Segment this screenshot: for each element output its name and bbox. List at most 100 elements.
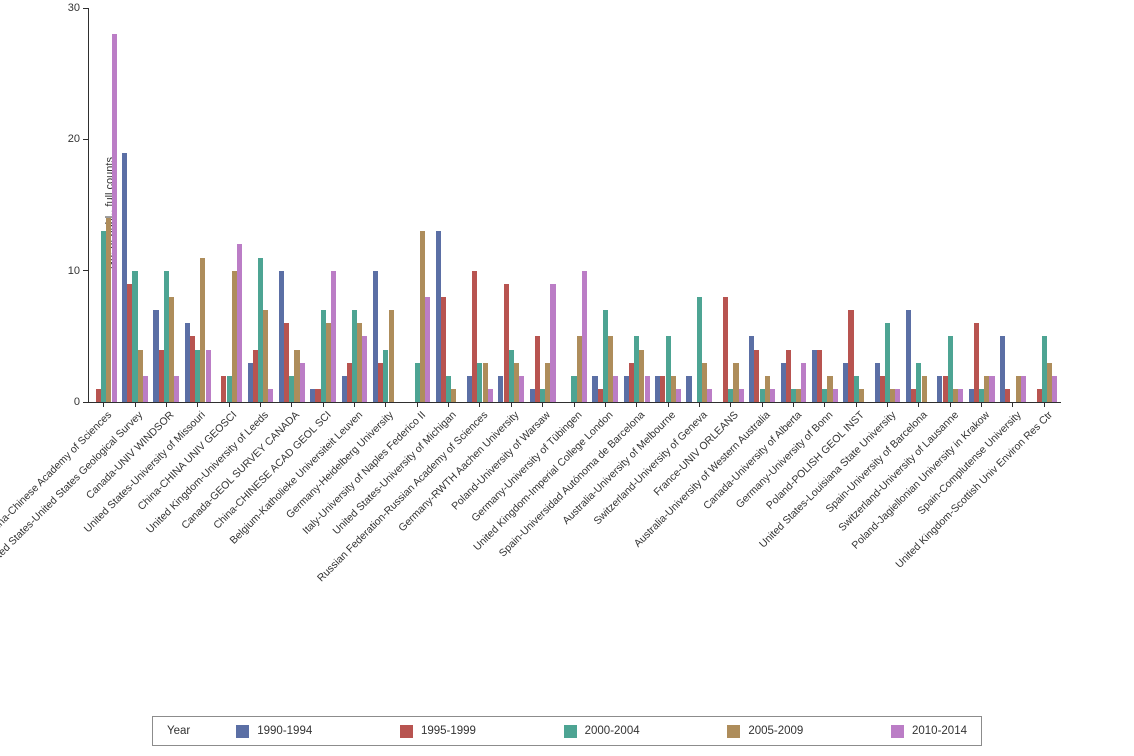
y-tick-mark <box>83 138 88 140</box>
bar <box>341 375 347 402</box>
bar <box>169 296 175 402</box>
bar <box>372 270 379 402</box>
bar <box>435 231 441 402</box>
bar <box>331 270 337 402</box>
bar <box>236 244 243 402</box>
x-tick-mark <box>1043 403 1045 407</box>
bar <box>848 310 854 402</box>
bar <box>754 349 760 402</box>
bar <box>378 362 384 402</box>
bar <box>686 375 692 402</box>
bar <box>440 296 446 402</box>
x-tick-mark <box>448 403 450 407</box>
bar <box>174 375 180 402</box>
bar <box>675 388 682 402</box>
bar <box>106 218 112 402</box>
bar <box>571 375 577 402</box>
x-tick-mark <box>385 403 387 407</box>
bar <box>1046 362 1053 402</box>
bar <box>325 323 331 402</box>
bar <box>895 388 901 402</box>
bar <box>759 388 765 402</box>
bar <box>613 375 619 402</box>
bar <box>905 310 912 402</box>
bar <box>707 388 713 402</box>
bar <box>785 349 791 402</box>
bar <box>811 349 817 402</box>
bar <box>252 349 258 402</box>
bar <box>346 362 352 402</box>
bar <box>315 388 321 402</box>
bar <box>968 388 974 402</box>
bar <box>189 336 196 402</box>
bar <box>1052 375 1058 402</box>
bar <box>498 375 504 402</box>
y-tick-mark <box>83 270 88 272</box>
legend-label: 2000-2004 <box>584 725 640 737</box>
bar <box>503 283 509 402</box>
bar <box>827 375 833 402</box>
legend-entry: 2010-2014 <box>891 724 967 738</box>
bar <box>973 323 979 402</box>
x-tick-mark <box>416 403 418 407</box>
plot-area: No. of publ., full counts <box>88 8 1061 403</box>
bar <box>534 336 540 402</box>
bar <box>723 296 729 402</box>
bar <box>132 270 138 402</box>
bar <box>263 310 269 402</box>
bar <box>414 362 420 402</box>
x-tick-mark <box>667 403 669 407</box>
bar <box>231 270 237 402</box>
bar <box>200 257 206 402</box>
legend-entry: 1990-1994 <box>236 724 312 738</box>
legend-entries: 1990-1994 1995-1999 2000-2004 2005-2009 2010… <box>236 724 967 738</box>
bar <box>749 336 755 402</box>
legend-swatch <box>891 724 904 738</box>
bar <box>947 336 953 402</box>
bar <box>958 388 964 402</box>
bar <box>738 388 744 402</box>
bar <box>832 388 838 402</box>
bar <box>513 362 520 402</box>
bar <box>425 296 431 402</box>
bar <box>320 310 326 402</box>
legend-entry: 2000-2004 <box>563 724 640 738</box>
bar <box>508 349 514 402</box>
bar <box>284 323 290 402</box>
x-tick-mark <box>228 403 230 407</box>
bar <box>550 283 556 402</box>
bar <box>299 362 305 402</box>
bar <box>1015 375 1021 402</box>
bar <box>540 388 546 402</box>
bar <box>153 310 159 402</box>
bar <box>278 270 284 402</box>
bar <box>247 362 253 402</box>
bar <box>801 362 807 402</box>
bar <box>644 375 650 402</box>
bar <box>979 388 985 402</box>
bar <box>383 349 389 402</box>
bar <box>921 375 927 402</box>
bar <box>780 362 786 402</box>
bar <box>576 336 582 402</box>
legend-label: 2005-2009 <box>748 725 804 737</box>
legend-swatch <box>563 724 577 738</box>
legend-swatch <box>399 724 413 738</box>
legend-title: Year <box>167 725 191 737</box>
x-tick-mark <box>730 403 732 407</box>
bar <box>111 34 117 402</box>
bar <box>163 270 169 402</box>
x-tick-mark <box>322 403 324 407</box>
bar <box>184 323 190 402</box>
x-tick-mark <box>479 403 481 407</box>
bar <box>1005 388 1011 402</box>
bar <box>822 388 828 402</box>
bar <box>351 310 358 402</box>
bar <box>628 362 635 402</box>
bar <box>195 349 201 402</box>
x-tick-mark <box>259 403 261 407</box>
bar <box>858 388 864 402</box>
bar <box>853 375 859 402</box>
legend-entry: 1995-1999 <box>399 724 476 738</box>
bar <box>122 152 128 402</box>
